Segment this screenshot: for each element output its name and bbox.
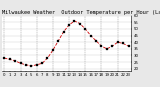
Text: Milwaukee Weather  Outdoor Temperature per Hour (Last 24 Hours): Milwaukee Weather Outdoor Temperature pe… — [2, 10, 160, 15]
